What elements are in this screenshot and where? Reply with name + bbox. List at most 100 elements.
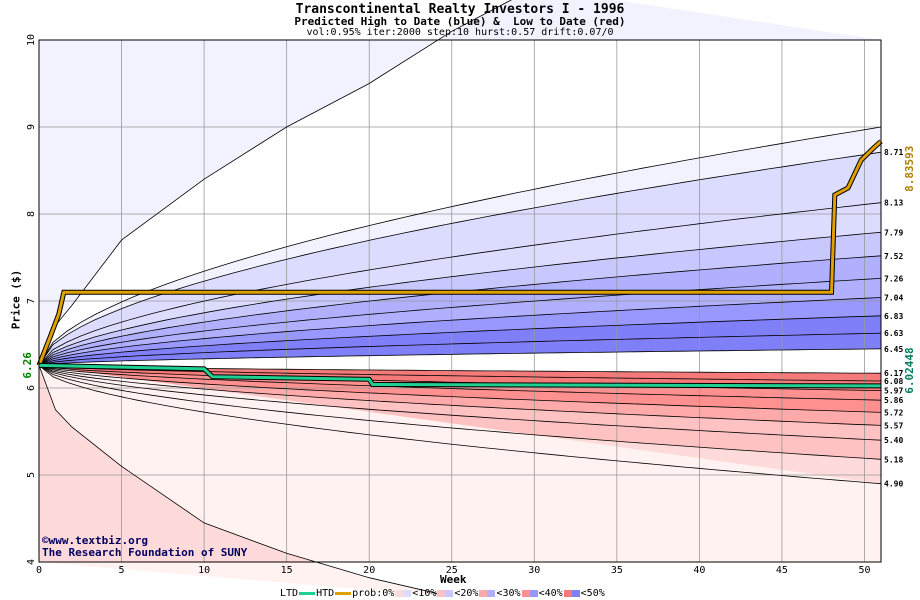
legend-htd-swatch	[335, 591, 352, 595]
quantile-end-label-4: 7.26	[884, 274, 903, 283]
quantile-line-low-1	[38, 365, 882, 382]
band-high-9	[39, 333, 881, 366]
x-tick-label-20: 20	[363, 565, 375, 576]
legend-band-40-label: <40%	[538, 587, 563, 599]
quantile-end-label-11: 5.97	[884, 387, 903, 396]
band-low-5	[39, 365, 881, 426]
legend-band-20-label: <20%	[454, 587, 479, 599]
quantile-line-high-6	[38, 297, 882, 366]
y-tick-label-4: 4	[26, 559, 37, 565]
credit-website[interactable]: ©www.textbiz.org	[42, 534, 148, 547]
legend-prob-label: prob:0%	[352, 587, 395, 599]
quantile-end-label-17: 4.90	[884, 480, 903, 489]
htd-final-label: 8.83593	[903, 146, 916, 192]
y-axis-label: Price ($)	[9, 269, 23, 330]
y-tick-label-6: 6	[26, 385, 37, 391]
band-high-2	[39, 152, 881, 366]
quantile-line-low-8	[38, 365, 882, 485]
y-tick-label-8: 8	[26, 211, 37, 217]
start-price-label: 6.26	[21, 352, 34, 379]
band-low-outer	[39, 365, 881, 597]
quantile-end-label-16: 5.18	[884, 455, 903, 464]
legend-band-30-swatch	[521, 589, 538, 597]
band-low-7	[39, 365, 881, 460]
htd-line	[37, 140, 883, 366]
x-tick-label-35: 35	[611, 565, 623, 576]
legend-band-0-swatch	[395, 589, 412, 597]
envelope-high-line	[38, 0, 512, 366]
quantile-end-label-8: 6.45	[884, 345, 903, 354]
x-tick-label-5: 5	[119, 565, 125, 576]
quantile-line-high-5	[38, 278, 882, 366]
plot-frame	[38, 39, 882, 563]
band-high-1	[39, 127, 881, 366]
x-tick-label-15: 15	[281, 565, 293, 576]
band-low-6	[39, 365, 881, 441]
x-tick-label-0: 0	[36, 565, 42, 576]
chart-params: vol:0.95% iter:2000 step:10 hurst:0.57 d…	[306, 27, 614, 38]
quantile-end-label-9: 6.17	[884, 369, 903, 378]
legend-band-10-swatch	[437, 589, 454, 597]
x-axis-label: Week	[440, 573, 467, 586]
envelope-low-line	[38, 365, 452, 598]
x-tick-label-40: 40	[693, 565, 705, 576]
band-high-5	[39, 255, 881, 366]
quantile-end-label-13: 5.72	[884, 408, 903, 417]
quantile-line-low-5	[38, 365, 882, 426]
legend-band-10-label: <10%	[412, 587, 437, 599]
quantile-end-label-14: 5.57	[884, 421, 903, 430]
x-tick-label-50: 50	[858, 565, 870, 576]
series-lines	[36, 139, 883, 389]
quantile-line-high-3	[38, 231, 882, 366]
quantile-line-low-3	[38, 365, 882, 401]
quantile-end-label-6: 6.83	[884, 312, 903, 321]
x-tick-label-30: 30	[528, 565, 540, 576]
legend-ltd-swatch	[299, 591, 316, 595]
quantile-line-low-4	[38, 365, 882, 413]
chart-subtitle: Predicted High to Date (blue) & Low to D…	[294, 15, 626, 28]
end-labels: 8.71 8.13 7.79 7.52 7.26 7.04 6.83 6.63 6.45 6.17…	[21, 146, 916, 489]
band-high-8	[39, 315, 881, 366]
quantile-line-low-7	[38, 365, 882, 460]
y-tick-label-5: 5	[26, 472, 37, 478]
y-tick-label-7: 7	[26, 298, 37, 304]
x-tick-label-10: 10	[198, 565, 210, 576]
legend-band-40-swatch	[563, 589, 580, 597]
chart-title: Transcontinental Realty Investors I - 19…	[295, 2, 625, 17]
quantile-end-label-1: 8.13	[884, 199, 903, 208]
quantile-line-high-2	[38, 202, 882, 366]
band-high-outer	[39, 0, 881, 366]
quantile-end-label-15: 5.40	[884, 436, 903, 445]
quantile-line-low-6	[38, 365, 882, 441]
y-tick-label-10: 10	[26, 34, 37, 46]
band-high-7	[39, 297, 881, 366]
legend: LTD HTD prob:0% <10% <20% <30% <40% <50%	[280, 587, 605, 599]
probability-bands	[39, 0, 881, 597]
quantile-end-label-2: 7.79	[884, 228, 903, 237]
legend-band-30-label: <30%	[496, 587, 521, 599]
band-high-6	[39, 278, 881, 366]
quantile-line-high-8	[38, 332, 882, 366]
quantile-end-label-0: 8.71	[884, 148, 903, 157]
quantile-end-label-3: 7.52	[884, 252, 903, 261]
legend-htd-label: HTD	[316, 587, 335, 599]
ltd-final-label: 6.02448	[903, 347, 916, 393]
quantile-line-high-0	[38, 126, 882, 366]
x-tick-label-25: 25	[446, 565, 458, 576]
quantile-end-label-7: 6.63	[884, 329, 903, 338]
quantile-line-high-9	[38, 348, 882, 366]
band-high-4	[39, 232, 881, 366]
legend-ltd-label: LTD	[280, 587, 299, 599]
ltd-line	[38, 363, 882, 388]
band-high-3	[39, 202, 881, 366]
band-low-8	[39, 365, 881, 484]
quantile-end-label-5: 7.04	[884, 294, 903, 303]
quantile-line-high-1	[38, 151, 882, 366]
quantile-end-label-10: 6.08	[884, 377, 903, 386]
quantile-end-label-12: 5.86	[884, 396, 903, 405]
quantile-line-high-7	[38, 315, 882, 366]
legend-band-20-swatch	[479, 589, 496, 597]
credit-organization: The Research Foundation of SUNY	[42, 546, 248, 559]
